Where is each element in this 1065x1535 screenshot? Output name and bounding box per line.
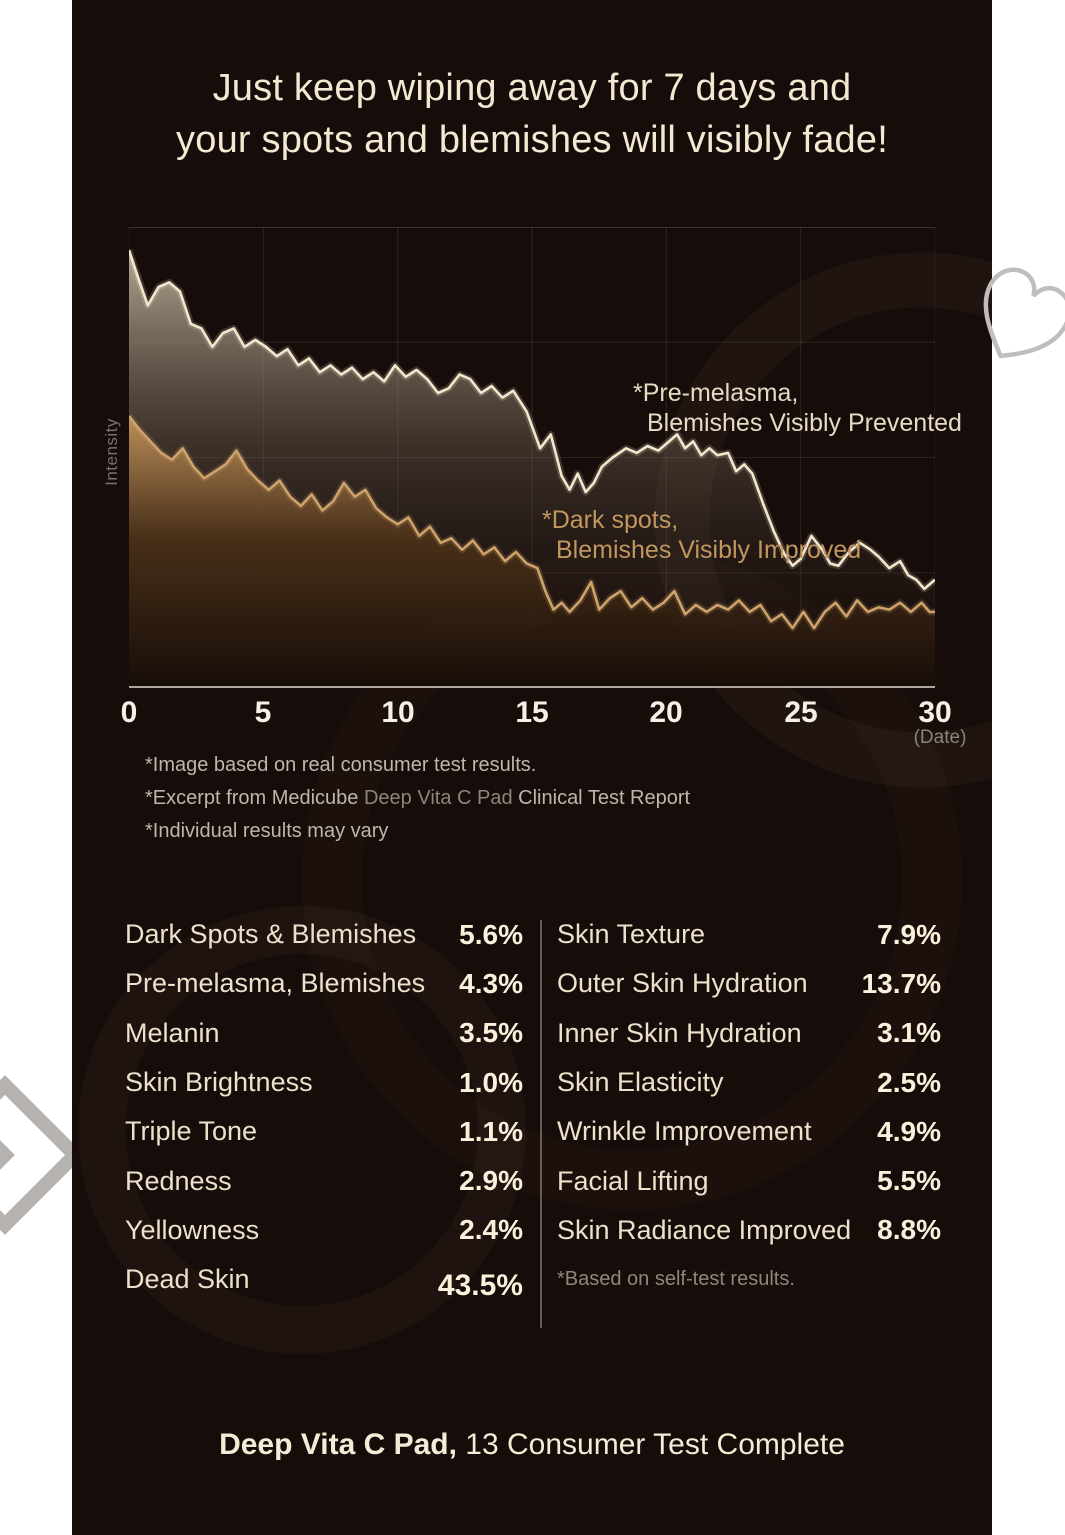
stat-row-skin-brightness: Skin Brightness 1.0% <box>125 1058 523 1107</box>
x-tick-20: 20 <box>649 696 683 729</box>
stat-value: 3.1% <box>877 1017 941 1049</box>
x-tick-30: 30 <box>918 696 952 729</box>
stat-label: Dead Skin <box>125 1264 250 1295</box>
x-tick-15: 15 <box>515 696 549 729</box>
stat-value: 8.8% <box>877 1214 941 1246</box>
annotation-line-2: Blemishes Visibly Prevented <box>647 408 962 437</box>
stat-label: Skin Elasticity <box>557 1067 724 1098</box>
card-background: Just keep wiping away for 7 days and you… <box>72 0 992 1535</box>
stat-label: Dark Spots & Blemishes <box>125 919 417 950</box>
intensity-area-chart <box>129 227 935 688</box>
stat-row-dark-spots: Dark Spots & Blemishes 5.6% <box>125 910 523 959</box>
title-line-2: your spots and blemishes will visibly fa… <box>176 119 888 161</box>
stat-label: Facial Lifting <box>557 1165 709 1196</box>
stat-row-melanin: Melanin 3.5% <box>125 1009 523 1058</box>
x-tick-10: 10 <box>381 696 415 729</box>
stat-label: Yellowness <box>125 1214 260 1245</box>
stat-row-yellowness: Yellowness 2.4% <box>125 1206 523 1255</box>
footer-product-name: Deep Vita C Pad, <box>219 1428 457 1461</box>
annotation-line-1: *Dark spots, <box>542 506 679 534</box>
stat-row-wrinkle-improvement: Wrinkle Improvement 4.9% <box>557 1107 941 1156</box>
stats-column-left: Dark Spots & Blemishes 5.6% Pre-melasma,… <box>125 910 523 1304</box>
series-annotation-pre-melasma: *Pre-melasma, Blemishes Visibly Prevente… <box>633 379 962 438</box>
stat-label: Inner Skin Hydration <box>557 1017 802 1048</box>
title-line-1: Just keep wiping away for 7 days and <box>212 67 852 109</box>
footnote-2: *Excerpt from Medicube Deep Vita C Pad C… <box>145 787 691 809</box>
stat-value: 43.5% <box>437 1268 523 1302</box>
y-axis-label: Intensity <box>102 418 121 486</box>
stat-value: 3.5% <box>459 1017 523 1049</box>
footnote-1: *Image based on real consumer test resul… <box>145 754 537 776</box>
stat-value: 7.9% <box>877 918 941 950</box>
stat-row-dead-skin: Dead Skin 43.5% <box>125 1255 523 1304</box>
stat-label: Skin Texture <box>557 919 706 950</box>
x-axis-unit: (Date) <box>913 727 967 748</box>
stat-label: Melanin <box>125 1017 220 1048</box>
stats-footnote: *Based on self-test results. <box>557 1268 795 1291</box>
stat-value: 2.5% <box>877 1066 941 1098</box>
stat-row-pre-melasma: Pre-melasma, Blemishes 4.3% <box>125 959 523 1008</box>
stat-row-triple-tone: Triple Tone 1.1% <box>125 1107 523 1156</box>
x-tick-25: 25 <box>784 696 818 729</box>
watermark-heart-left-icon <box>0 1075 85 1235</box>
x-tick-0: 0 <box>120 696 138 729</box>
stat-label: Wrinkle Improvement <box>557 1116 812 1147</box>
page-title: Just keep wiping away for 7 days and you… <box>72 62 992 166</box>
stat-row-skin-radiance: Skin Radiance Improved 8.8% <box>557 1206 941 1255</box>
stat-row-outer-hydration: Outer Skin Hydration 13.7% <box>557 959 941 1008</box>
stat-row-skin-elasticity: Skin Elasticity 2.5% <box>557 1058 941 1107</box>
stat-value: 5.6% <box>459 918 523 950</box>
stat-label: Triple Tone <box>125 1116 258 1147</box>
stat-label: Pre-melasma, Blemishes <box>125 968 426 999</box>
stat-value: 4.3% <box>459 967 523 999</box>
x-tick-5: 5 <box>254 696 272 729</box>
footnote-product-name: Deep Vita C Pad <box>363 787 513 809</box>
stat-label: Outer Skin Hydration <box>557 968 808 999</box>
stat-label: Skin Brightness <box>125 1067 313 1098</box>
footer-caption: Deep Vita C Pad, 13 Consumer Test Comple… <box>72 1428 992 1462</box>
chart-footnotes: *Image based on real consumer test resul… <box>145 749 690 848</box>
stats-column-divider <box>540 920 542 1328</box>
stat-row-facial-lifting: Facial Lifting 5.5% <box>557 1156 941 1205</box>
stat-value: 5.5% <box>877 1165 941 1197</box>
footer-caption-rest: 13 Consumer Test Complete <box>456 1428 845 1461</box>
footnote-3: *Individual results may vary <box>145 820 389 842</box>
stat-row-redness: Redness 2.9% <box>125 1156 523 1205</box>
watermark-heart-right-icon <box>983 267 1065 359</box>
annotation-line-2: Blemishes Visibly Improved <box>556 535 862 564</box>
stat-label: Skin Radiance Improved <box>557 1214 852 1245</box>
stat-value: 2.9% <box>459 1165 523 1197</box>
stat-value: 4.9% <box>877 1115 941 1147</box>
stat-value: 1.0% <box>459 1066 523 1098</box>
stat-value: 13.7% <box>861 967 941 999</box>
series-annotation-dark-spots: *Dark spots, Blemishes Visibly Improved <box>542 506 861 565</box>
stat-value: 2.4% <box>459 1214 523 1246</box>
stat-row-skin-texture: Skin Texture 7.9% <box>557 910 941 959</box>
stats-column-right: Skin Texture 7.9% Outer Skin Hydration 1… <box>557 910 941 1304</box>
stat-row-inner-hydration: Inner Skin Hydration 3.1% <box>557 1009 941 1058</box>
stat-value: 1.1% <box>459 1115 523 1147</box>
annotation-line-1: *Pre-melasma, <box>633 379 799 407</box>
stat-label: Redness <box>125 1165 232 1196</box>
